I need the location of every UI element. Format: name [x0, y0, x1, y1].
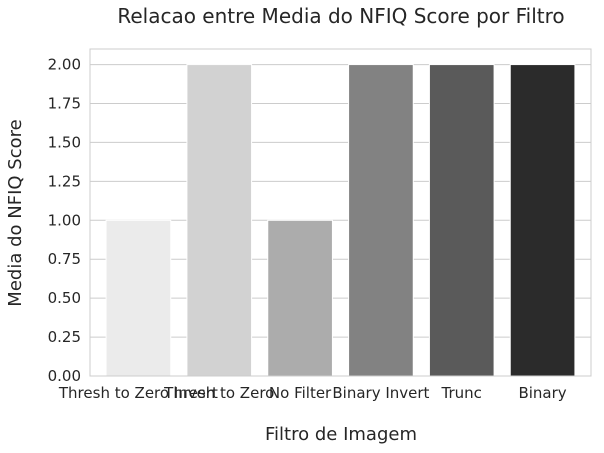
- x-tick-label: Thresh to Zero Invert: [58, 384, 218, 402]
- plot-frame: [89, 48, 592, 377]
- bar: [267, 219, 333, 377]
- x-tick-label: Binary Invert: [332, 384, 429, 402]
- y-tick-label: 0.50: [48, 289, 81, 307]
- y-axis-ticks: 0.00 0.25 0.50 0.75 1.00 1.25 1.50 1.75 2.00: [48, 56, 81, 385]
- bar: [186, 64, 253, 377]
- y-tick-label: 1.50: [48, 133, 81, 151]
- x-tick-label: Trunc: [441, 384, 482, 402]
- y-axis-label: Media do NFIQ Score: [5, 119, 26, 306]
- y-tick-label: 1.25: [48, 172, 81, 190]
- bar: [509, 64, 576, 377]
- y-tick-label: 0.25: [48, 328, 81, 346]
- bar: [428, 64, 495, 377]
- x-tick-label: No Filter: [269, 384, 332, 402]
- x-axis-label: Filtro de Imagem: [265, 424, 417, 445]
- bars: [105, 64, 576, 377]
- y-tick-label: 1.00: [48, 211, 81, 229]
- bar: [348, 64, 414, 377]
- y-tick-label: 0.00: [48, 367, 81, 385]
- y-tick-label: 2.00: [48, 56, 81, 74]
- x-tick-label: Binary: [518, 384, 566, 402]
- chart-title: Relacao entre Media do NFIQ Score por Fi…: [117, 4, 564, 28]
- bar: [105, 219, 172, 377]
- x-tick-label: Thresh to Zero: [163, 384, 274, 402]
- y-tick-label: 1.75: [48, 95, 81, 113]
- y-tick-label: 0.75: [48, 250, 81, 268]
